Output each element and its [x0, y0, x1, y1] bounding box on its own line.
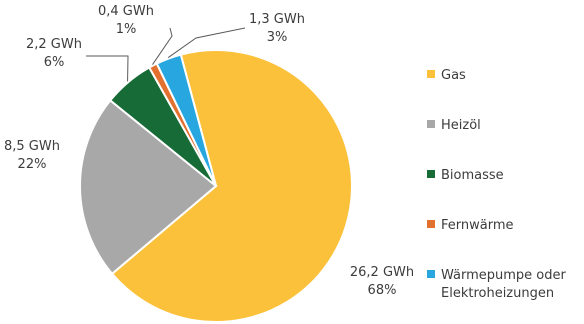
data-label-value-heizoel: 8,5 GWh: [4, 139, 60, 154]
legend-swatch-waermepumpe-oder-elektroheizungen: [427, 270, 435, 278]
legend: Gas Heizöl Biomasse Fernwärme Wärmepumpe ode…: [427, 68, 567, 301]
data-label-percent-gas: 68%: [368, 283, 397, 298]
pie-slices: [79, 49, 353, 323]
legend-swatch-gas: [427, 70, 435, 78]
pie-slice-heizoel: [79, 99, 218, 276]
legend-label-waermepumpe-oder-elektroheizungen-line-1: Wärmepumpe oder: [441, 268, 567, 283]
data-label-percent-waermepumpe-oder-elektroheizungen: 3%: [267, 30, 288, 45]
data-label-value-gas: 26,2 GWh: [350, 265, 414, 280]
pie-slice-waermepumpe-oder-elektroheizungen: [155, 53, 217, 187]
legend-label-biomasse: Biomasse: [441, 168, 504, 183]
data-label-value-fernwaerme: 0,4 GWh: [98, 4, 154, 19]
legend-swatch-heizoel: [427, 120, 435, 128]
legend-label-waermepumpe-oder-elektroheizungen-line-2: Elektroheizungen: [441, 286, 554, 301]
data-label-percent-fernwaerme: 1%: [116, 22, 137, 37]
legend-label-gas: Gas: [441, 68, 466, 83]
legend-label-heizoel: Heizöl: [441, 118, 481, 133]
pie-slice-gas: [110, 49, 353, 323]
data-label-value-waermepumpe-oder-elektroheizungen: 1,3 GWh: [249, 12, 305, 27]
legend-swatch-fernwaerme: [427, 220, 435, 228]
data-label-value-biomasse: 2,2 GWh: [26, 37, 82, 52]
legend-swatch-biomasse: [427, 170, 435, 178]
leader-line-fernwaerme: [152, 27, 173, 65]
legend-label-fernwaerme: Fernwärme: [441, 218, 514, 233]
leader-line-waermepumpe-oder-elektroheizungen: [167, 27, 246, 59]
leader-lines: [86, 27, 246, 82]
data-label-percent-biomasse: 6%: [44, 55, 65, 70]
leader-line-biomasse: [86, 55, 129, 82]
data-labels: 26,2 GWh 68% 8,5 GWh 22% 2,2 GWh 6% 0,4 GWh 1% 1…: [4, 4, 414, 298]
data-label-percent-heizoel: 22%: [18, 157, 47, 172]
